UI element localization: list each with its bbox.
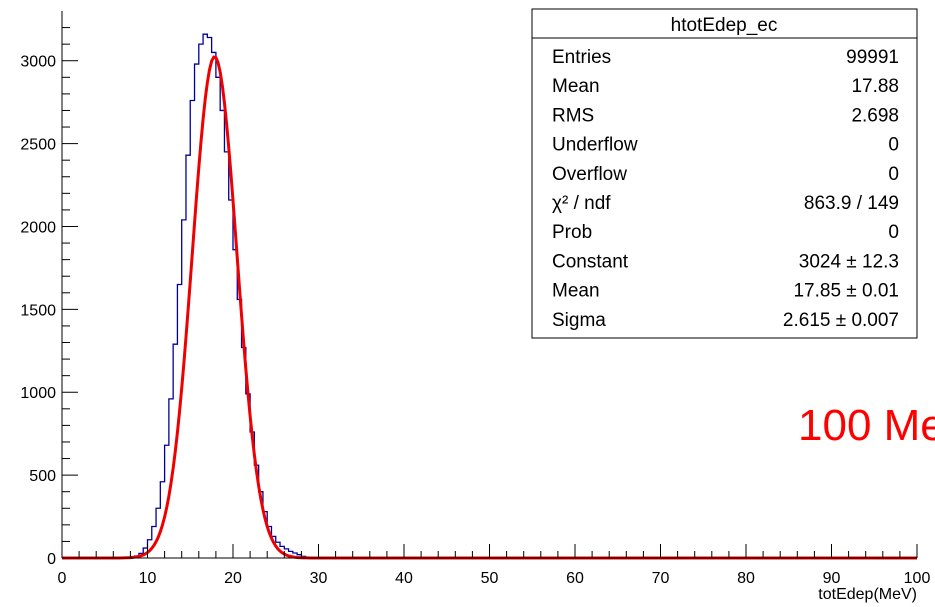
stats-row-value: 2.698 — [851, 105, 899, 126]
stats-row-value: 0 — [888, 164, 899, 185]
x-axis-title: totEdep(MeV) — [818, 586, 917, 603]
x-tick-label: 40 — [395, 570, 413, 587]
stats-row-label: Overflow — [552, 164, 627, 185]
x-tick-label: 60 — [566, 570, 584, 587]
stats-row-value: 99991 — [846, 47, 899, 68]
x-tick-label: 80 — [737, 570, 755, 587]
stats-row-label: χ² / ndf — [552, 193, 611, 214]
x-ticks — [61, 544, 918, 558]
x-tick-label: 20 — [224, 570, 242, 587]
stats-box: htotEdep_ec Entries 99991 Mean 17.88 RMS 2.69… — [531, 8, 918, 339]
histogram-series — [62, 33, 917, 559]
x-tick-labels: 0 10 20 30 40 50 60 70 80 90 100 — [58, 570, 931, 587]
stats-row-label: Prob — [552, 222, 592, 243]
y-tick-labels: 0 500 1000 1500 2000 2500 3000 — [20, 54, 56, 568]
x-tick-label: 30 — [310, 570, 328, 587]
y-tick-label: 500 — [29, 468, 56, 485]
stats-row-value: 863.9 / 149 — [804, 193, 899, 214]
stats-box-title: htotEdep_ec — [671, 15, 778, 36]
y-tick-label: 0 — [47, 551, 56, 568]
stats-box-frame — [531, 8, 918, 339]
stats-rows: Entries 99991 Mean 17.88 RMS 2.698 Underflow 0 O… — [552, 47, 899, 331]
energy-label: 100 MeV — [798, 401, 935, 450]
stats-row-label: Sigma — [552, 310, 606, 331]
stats-row-value: 0 — [888, 222, 899, 243]
stats-row-label: Mean — [552, 76, 600, 97]
x-tick-label: 50 — [481, 570, 499, 587]
y-tick-label: 1500 — [20, 302, 56, 319]
y-tick-label: 2000 — [20, 219, 56, 236]
stats-row-value: 0 — [888, 135, 899, 156]
stats-row-value: 17.88 — [851, 76, 899, 97]
stats-row-label: Constant — [552, 251, 629, 272]
stats-row-label: Underflow — [552, 135, 638, 156]
x-tick-label: 90 — [823, 570, 841, 587]
x-tick-label: 10 — [139, 570, 157, 587]
stats-row-value: 17.85 ± 0.01 — [793, 281, 899, 302]
stats-row-label: Mean — [552, 281, 600, 302]
x-tick-label: 70 — [652, 570, 670, 587]
stats-row-label: RMS — [552, 105, 594, 126]
stats-row-value: 2.615 ± 0.007 — [783, 310, 899, 331]
y-ticks — [62, 27, 78, 559]
stats-row-label: Entries — [552, 47, 611, 68]
axes: 0 10 20 30 40 50 60 70 80 90 100 0 500 1000 1500 2000 2… — [20, 11, 930, 587]
y-tick-label: 3000 — [20, 54, 56, 71]
x-tick-label: 0 — [58, 570, 67, 587]
stats-row-value: 3024 ± 12.3 — [799, 251, 899, 272]
y-tick-label: 2500 — [20, 137, 56, 154]
y-tick-label: 1000 — [20, 385, 56, 402]
x-tick-label: 100 — [904, 570, 931, 587]
